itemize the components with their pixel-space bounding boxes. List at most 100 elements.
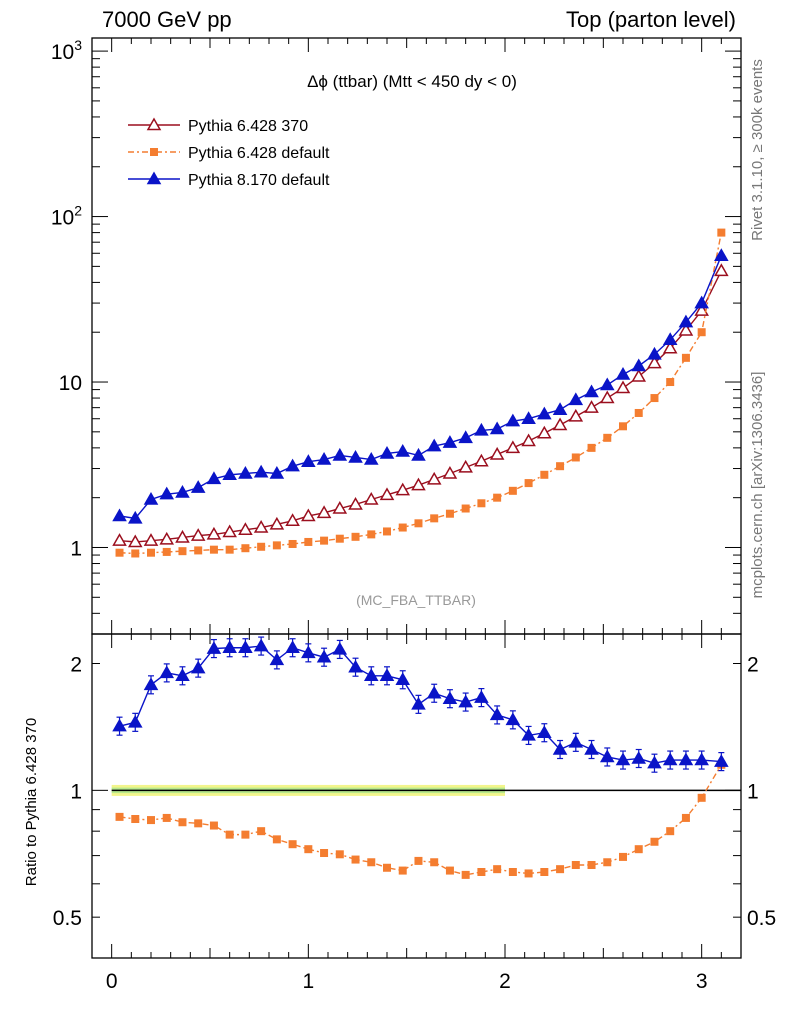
y-tick-label: 1 — [70, 780, 82, 803]
y-tick-label-right: 1 — [747, 780, 759, 803]
data-point-p6_default — [194, 546, 203, 555]
data-point-p6_370 — [379, 487, 395, 501]
data-point-p6_370 — [348, 496, 363, 510]
data-point-p6_default — [147, 816, 155, 825]
data-point-p6_default — [477, 867, 486, 876]
data-point-p6_default — [288, 840, 297, 849]
data-point-p6_370 — [505, 440, 521, 454]
data-point-p8_default — [348, 449, 363, 463]
data-point-p6_default — [209, 545, 218, 554]
data-point-p6_default — [115, 812, 124, 821]
data-point-p6_default — [587, 443, 596, 452]
data-point-p8_default — [615, 752, 631, 766]
data-point-p6_default — [147, 548, 155, 557]
data-point-p8_default — [159, 486, 175, 500]
data-point-p6_default — [571, 860, 580, 869]
data-point-p8_default — [694, 752, 709, 766]
data-point-p6_default — [493, 493, 502, 502]
data-point-p6_default — [115, 548, 124, 557]
data-point-p6_default — [162, 547, 171, 556]
data-point-p8_default — [505, 712, 521, 726]
data-point-p6_default — [225, 545, 234, 554]
data-point-p8_default — [442, 435, 458, 448]
legend-label-p8_default: Pythia 8.170 default — [188, 172, 330, 189]
data-point-p8_default — [379, 445, 395, 459]
data-point-p8_default — [678, 314, 694, 328]
data-point-p6_default — [131, 549, 140, 558]
data-point-p6_370 — [395, 482, 411, 496]
data-point-p8_default — [552, 402, 568, 415]
data-point-p6_370 — [238, 522, 253, 535]
data-point-p8_default — [647, 346, 662, 360]
x-tick-label: 2 — [499, 970, 511, 993]
data-point-p6_default — [681, 353, 690, 362]
y-tick-label-right: 2 — [747, 654, 759, 677]
data-point-p8_default — [190, 660, 206, 674]
y-tick-label: 10 — [59, 372, 82, 395]
y-tick-label: 2 — [70, 654, 82, 677]
data-point-p8_default — [143, 677, 159, 691]
data-point-p6_default — [335, 534, 344, 543]
data-point-p8_default — [489, 707, 505, 721]
data-point-p6_default — [524, 869, 533, 878]
data-point-p6_default — [398, 866, 407, 875]
data-point-p6_default — [367, 530, 376, 539]
data-point-p8_default — [127, 714, 143, 728]
rivet-label: Rivet 3.1.10, ≥ 300k events — [749, 59, 766, 241]
y-axis-label: Ratio to Pythia 6.428 370 — [23, 718, 40, 886]
data-point-p6_370 — [442, 465, 458, 479]
data-point-p6_default — [571, 453, 580, 462]
data-point-p8_default — [159, 665, 175, 679]
data-point-p8_default — [332, 447, 348, 461]
data-point-p8_default — [662, 332, 678, 346]
mcplots-label: mcplots.cern.ch [arXiv:1306.3436] — [749, 372, 766, 599]
data-point-p6_370 — [426, 471, 442, 485]
y-tick-label: 103 — [51, 37, 82, 64]
data-point-p6_default — [257, 827, 266, 836]
data-point-p6_default — [508, 867, 517, 876]
data-point-p8_default — [285, 640, 300, 653]
data-point-p6_370 — [714, 263, 729, 277]
analysis-watermark: (MC_FBA_TTBAR) — [356, 592, 476, 608]
data-point-p8_default — [537, 725, 552, 738]
data-point-p6_default — [320, 536, 329, 545]
data-point-p6_370 — [269, 516, 285, 530]
data-point-p8_default — [301, 454, 316, 467]
plot-frame — [91, 633, 742, 959]
data-point-p6_default — [241, 544, 250, 553]
data-point-p8_default — [521, 727, 536, 741]
data-point-p6_default — [162, 813, 171, 822]
data-point-p6_default — [524, 479, 533, 488]
series-line-p6_default — [119, 232, 723, 555]
data-point-p6_default — [619, 422, 627, 431]
data-point-p6_default — [445, 866, 454, 875]
data-point-p8_default — [584, 741, 599, 755]
data-point-p6_default — [178, 547, 187, 556]
data-point-p6_370 — [127, 534, 143, 548]
data-point-p8_default — [253, 464, 269, 478]
data-point-p8_default — [206, 471, 222, 485]
data-point-p6_370 — [458, 459, 473, 473]
data-point-p8_default — [395, 444, 411, 457]
data-point-p6_370 — [301, 508, 316, 522]
data-point-p6_370 — [521, 433, 536, 447]
data-point-p8_default — [332, 641, 348, 655]
data-point-p8_default — [631, 750, 647, 764]
data-point-p6_default — [650, 394, 659, 403]
ratio-panel: 0.5 0.5 1 1 2 2 0 1 2 3 Ratio to Pythia 6.428 370 — [23, 633, 776, 993]
data-point-p8_default — [411, 447, 426, 461]
data-point-p6_default — [288, 539, 297, 548]
data-point-p8_default — [489, 421, 505, 435]
data-point-p6_default — [477, 499, 486, 508]
data-point-p6_default — [257, 542, 266, 551]
data-point-p8_default — [222, 467, 237, 481]
data-point-p8_default — [316, 452, 332, 465]
series-line-p6_370 — [119, 270, 722, 543]
data-point-p8_default — [269, 465, 285, 479]
data-point-p6_default — [131, 815, 140, 824]
data-point-p6_default — [414, 856, 423, 865]
y-tick-label: 0.5 — [53, 907, 82, 930]
data-point-p8_default — [190, 480, 206, 493]
data-point-p8_default — [426, 438, 442, 452]
